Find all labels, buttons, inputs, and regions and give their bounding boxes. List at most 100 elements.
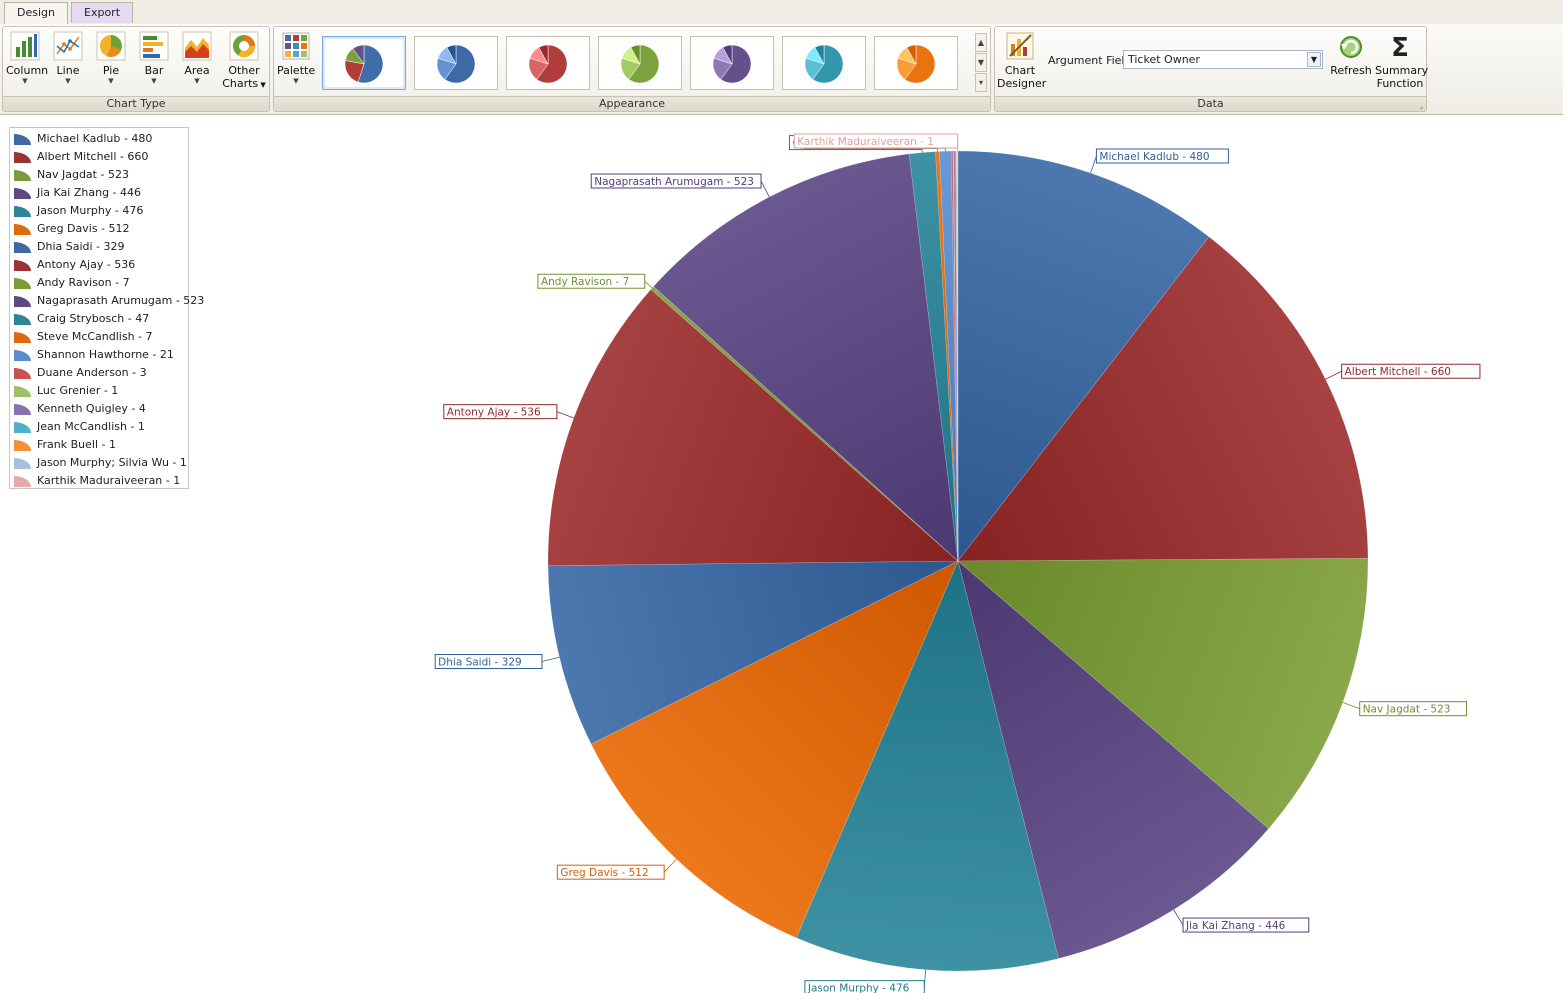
sigma-icon: Σ bbox=[1391, 33, 1409, 62]
pie-slice[interactable] bbox=[950, 150, 959, 562]
bar-chart-button[interactable]: Bar ▼ bbox=[135, 30, 173, 85]
chevron-down-icon: ▼ bbox=[65, 77, 71, 85]
other-charts-button[interactable]: Other Charts ▼ bbox=[221, 30, 267, 92]
pie-slice[interactable] bbox=[956, 150, 959, 562]
summary-function-button[interactable]: Σ Summary Function bbox=[1375, 30, 1429, 90]
legend-label: Greg Davis - 512 bbox=[37, 222, 130, 235]
slice-label-box bbox=[556, 864, 665, 880]
label-connector bbox=[644, 280, 653, 289]
column-label: Column bbox=[6, 64, 49, 77]
slice-label-box bbox=[443, 404, 558, 420]
appearance-style-6[interactable] bbox=[782, 36, 866, 90]
gallery-scroll-up-button[interactable]: ▲ bbox=[975, 33, 987, 52]
legend-swatch bbox=[14, 188, 31, 199]
chart-legend: Michael Kadlub - 480 Albert Mitchell - 66… bbox=[9, 127, 204, 489]
pie-thumbnail-icon bbox=[896, 44, 936, 84]
other-charts-label-line2: Charts bbox=[222, 77, 259, 90]
slice-label: Andy Ravison - 7 bbox=[541, 276, 629, 288]
palette-label: Palette bbox=[277, 64, 316, 77]
legend-label: Luc Grenier - 1 bbox=[37, 384, 119, 397]
line-label: Line bbox=[56, 64, 80, 77]
slice-label: Karthik Maduraiveeran - 1 bbox=[797, 136, 934, 148]
refresh-button[interactable]: Refresh bbox=[1325, 30, 1377, 77]
doughnut-chart-icon bbox=[229, 31, 259, 61]
appearance-group-label: Appearance bbox=[274, 96, 990, 111]
label-connector bbox=[1173, 909, 1184, 926]
legend-swatch bbox=[14, 368, 31, 379]
tab-design[interactable]: Design bbox=[4, 2, 68, 25]
pie-thumbnail-icon bbox=[804, 44, 844, 84]
svg-text:Σ: Σ bbox=[1391, 33, 1409, 62]
legend-label: Jason Murphy; Silvia Wu - 1 bbox=[37, 456, 187, 469]
slice-label-box bbox=[1341, 363, 1481, 379]
appearance-group: Palette ▼ ▲ ▼ ▾ Appearance bbox=[273, 26, 991, 112]
area-chart-button[interactable]: Area ▼ bbox=[178, 30, 216, 85]
appearance-style-2[interactable] bbox=[414, 36, 498, 90]
pie-slice[interactable] bbox=[953, 150, 959, 562]
palette-button[interactable]: Palette ▼ bbox=[277, 30, 315, 85]
slice-label: Nagaprasath Arumugam - 523 bbox=[594, 176, 754, 188]
legend-label: Frank Buell - 1 bbox=[37, 438, 116, 451]
refresh-icon bbox=[1340, 36, 1362, 58]
pie-slice[interactable] bbox=[952, 150, 959, 562]
bar-label: Bar bbox=[144, 64, 164, 77]
appearance-style-5[interactable] bbox=[690, 36, 774, 90]
appearance-style-7[interactable] bbox=[874, 36, 958, 90]
chart-designer-button[interactable]: Chart Designer bbox=[997, 30, 1046, 90]
line-chart-icon bbox=[53, 31, 83, 61]
summary-label-line2: Function bbox=[1376, 77, 1424, 90]
pie-slice[interactable] bbox=[955, 150, 959, 562]
ribbon: Column ▼ Line ▼ Pie ▼ Bar ▼ Area ▼ Other… bbox=[0, 24, 1563, 115]
pie-thumbnail-icon bbox=[620, 44, 660, 84]
legend-swatch bbox=[14, 206, 31, 217]
pie-slice[interactable] bbox=[939, 150, 959, 562]
legend-label: Shannon Hawthorne - 21 bbox=[37, 348, 174, 361]
legend-swatch bbox=[14, 224, 31, 235]
legend-label: Craig Strybosch - 47 bbox=[37, 312, 150, 325]
gallery-scroll-down-button[interactable]: ▼ bbox=[975, 53, 987, 72]
legend-swatch bbox=[14, 278, 31, 289]
expand-launcher-icon[interactable]: ⌟ bbox=[1419, 102, 1423, 110]
legend-swatch bbox=[14, 458, 31, 469]
slice-label: Nav Jagdat - 523 bbox=[1363, 704, 1451, 716]
tab-export[interactable]: Export bbox=[71, 2, 134, 23]
slice-label: Albert Mitchell - 660 bbox=[1345, 366, 1451, 378]
slice-label: Greg Davis - 512 bbox=[560, 867, 648, 879]
gallery-expand-button[interactable]: ▾ bbox=[975, 73, 987, 92]
appearance-style-3[interactable] bbox=[506, 36, 590, 90]
appearance-style-1[interactable] bbox=[322, 36, 406, 90]
pie-slice[interactable] bbox=[957, 150, 1210, 562]
pie-thumbnail-icon bbox=[712, 44, 752, 84]
legend-label: Nav Jagdat - 523 bbox=[37, 168, 129, 181]
pie-slice[interactable] bbox=[957, 236, 1369, 562]
pie-chart-button[interactable]: Pie ▼ bbox=[92, 30, 130, 85]
chevron-down-icon: ▼ bbox=[151, 77, 157, 85]
summary-label-line1: Summary bbox=[1375, 64, 1429, 77]
slice-label: Jason Murphy - 476 bbox=[807, 983, 910, 993]
pie-slice[interactable] bbox=[547, 560, 959, 745]
pie-chart-icon bbox=[96, 31, 126, 61]
slice-label: Antony Ajay - 536 bbox=[447, 407, 541, 419]
appearance-style-4[interactable] bbox=[598, 36, 682, 90]
pie-thumbnail-icon bbox=[344, 44, 384, 84]
column-chart-button[interactable]: Column ▼ bbox=[6, 30, 48, 85]
legend-swatch bbox=[14, 134, 31, 145]
legend-label: Nagaprasath Arumugam - 523 bbox=[37, 294, 205, 307]
chevron-down-icon: ▼ bbox=[293, 77, 299, 85]
argument-field-select[interactable]: Ticket Owner ▼ bbox=[1123, 50, 1323, 69]
label-connector bbox=[1342, 702, 1360, 710]
pie-slice[interactable] bbox=[957, 560, 1270, 959]
chevron-down-icon[interactable]: ▼ bbox=[1307, 52, 1321, 67]
gallery-scroll: ▲ ▼ ▾ bbox=[975, 33, 987, 93]
legend-label: Albert Mitchell - 660 bbox=[37, 150, 149, 163]
line-chart-button[interactable]: Line ▼ bbox=[49, 30, 87, 85]
label-connector bbox=[663, 858, 677, 873]
legend-label: Michael Kadlub - 480 bbox=[37, 132, 153, 145]
chevron-down-icon: ▼ bbox=[22, 77, 28, 85]
legend-swatch bbox=[14, 170, 31, 181]
slice-label: Michael Kadlub - 480 bbox=[1099, 151, 1209, 163]
legend-swatch bbox=[14, 332, 31, 343]
pie-thumbnail-icon bbox=[436, 44, 476, 84]
slice-label: Jia Kai Zhang - 446 bbox=[1185, 920, 1286, 932]
